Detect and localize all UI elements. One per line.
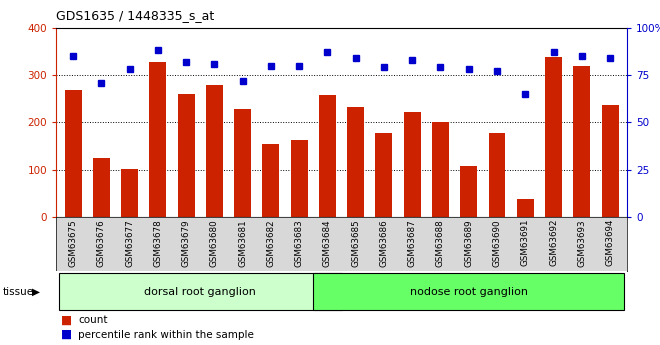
Bar: [574, 66, 590, 217]
Text: GSM63676: GSM63676: [97, 219, 106, 267]
Text: GSM63677: GSM63677: [125, 219, 134, 267]
Bar: [517, 199, 534, 217]
Text: GSM63694: GSM63694: [605, 219, 614, 266]
Text: ▶: ▶: [32, 287, 40, 296]
Text: tissue: tissue: [3, 287, 34, 296]
Bar: [432, 122, 449, 217]
Bar: [347, 107, 364, 217]
Text: GSM63679: GSM63679: [182, 219, 191, 267]
Text: GSM63692: GSM63692: [549, 219, 558, 266]
Bar: [65, 90, 82, 217]
Text: ■: ■: [61, 328, 72, 341]
Text: GSM63691: GSM63691: [521, 219, 530, 266]
Text: dorsal root ganglion: dorsal root ganglion: [145, 287, 256, 296]
Text: percentile rank within the sample: percentile rank within the sample: [78, 330, 253, 339]
Bar: [206, 86, 223, 217]
Text: GSM63681: GSM63681: [238, 219, 247, 267]
Bar: [93, 158, 110, 217]
Text: GSM63680: GSM63680: [210, 219, 219, 267]
Bar: [314, 273, 624, 310]
Bar: [290, 140, 308, 217]
Text: GSM63683: GSM63683: [294, 219, 304, 267]
Text: GSM63685: GSM63685: [351, 219, 360, 267]
Text: GSM63690: GSM63690: [492, 219, 502, 267]
Text: GSM63686: GSM63686: [379, 219, 389, 267]
Bar: [460, 166, 477, 217]
Bar: [59, 273, 342, 310]
Text: GSM63688: GSM63688: [436, 219, 445, 267]
Text: GSM63689: GSM63689: [464, 219, 473, 267]
Bar: [545, 57, 562, 217]
Text: GSM63678: GSM63678: [153, 219, 162, 267]
Bar: [601, 105, 618, 217]
Text: GDS1635 / 1448335_s_at: GDS1635 / 1448335_s_at: [56, 9, 214, 22]
Bar: [178, 94, 195, 217]
Text: GSM63693: GSM63693: [578, 219, 586, 267]
Bar: [149, 62, 166, 217]
Text: count: count: [78, 315, 108, 325]
Bar: [234, 109, 251, 217]
Text: GSM63687: GSM63687: [408, 219, 416, 267]
Text: nodose root ganglion: nodose root ganglion: [410, 287, 528, 296]
Text: ■: ■: [61, 314, 72, 327]
Bar: [376, 133, 393, 217]
Text: GSM63675: GSM63675: [69, 219, 78, 267]
Bar: [319, 95, 336, 217]
Text: GSM63682: GSM63682: [267, 219, 275, 267]
Bar: [121, 169, 138, 217]
Bar: [488, 133, 506, 217]
Bar: [263, 144, 279, 217]
Bar: [404, 112, 420, 217]
Text: GSM63684: GSM63684: [323, 219, 332, 267]
